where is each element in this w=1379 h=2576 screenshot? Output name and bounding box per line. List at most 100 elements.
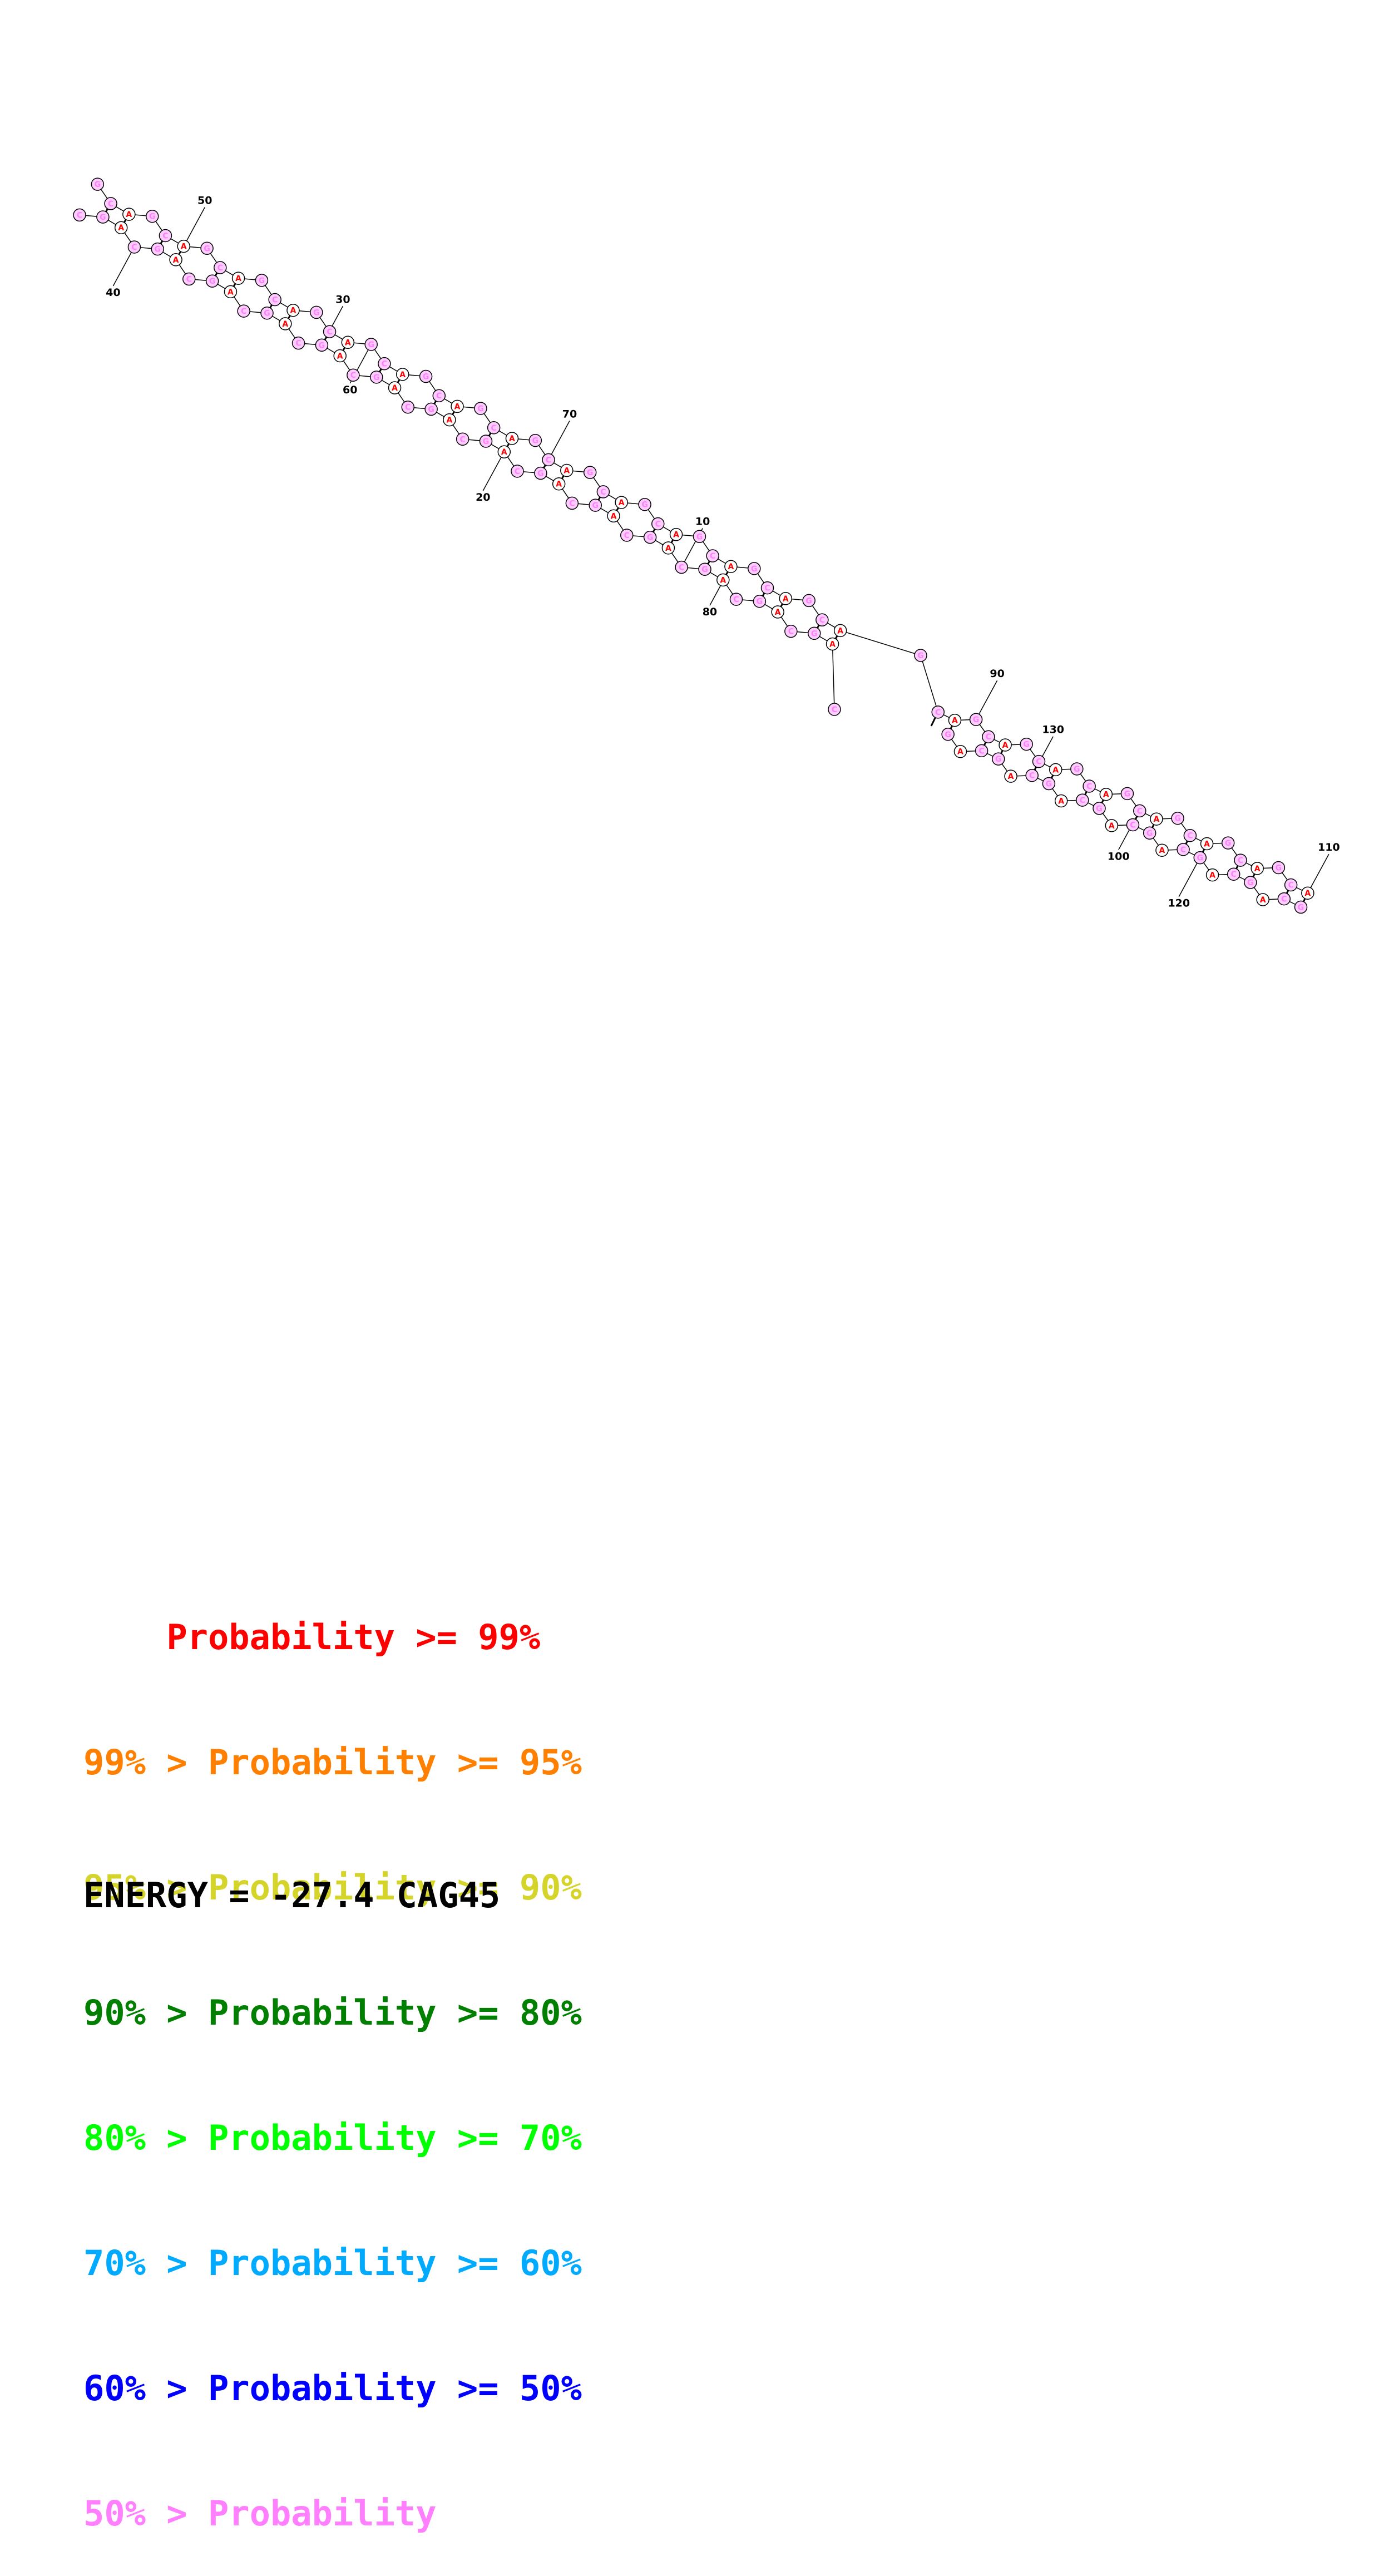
index-label: 120 <box>1168 897 1190 910</box>
index-tick <box>1307 853 1329 894</box>
nucleotide-letter: A <box>173 256 179 265</box>
nucleotide-circle <box>315 338 329 352</box>
nucleotide-circle <box>456 432 469 446</box>
nucleotide-circle <box>96 210 110 224</box>
nucleotide-circle <box>828 703 841 716</box>
nucleotide-circle <box>1256 893 1269 906</box>
nucleotide-letter: C <box>459 435 465 444</box>
index-tick <box>183 207 205 246</box>
nucleotide-circle <box>511 465 524 478</box>
nucleotide-circle <box>620 529 634 542</box>
nucleotide-letter: A <box>829 640 836 649</box>
nucleotide-letter: A <box>783 595 789 604</box>
legend-row-90: 95% > Probability >= 90% <box>83 1867 695 1908</box>
nucleotide-circle <box>182 272 196 286</box>
nucleotide-letter: C <box>515 467 520 476</box>
index-tick <box>112 246 135 287</box>
nucleotide-circle <box>1150 812 1163 826</box>
nucleotide-circle <box>807 626 821 640</box>
nucleotide-letter: A <box>454 402 461 411</box>
nucleotide-letter: G <box>696 532 703 541</box>
nucleotide-letter: G <box>1247 879 1254 887</box>
nucleotide-circle <box>1244 876 1257 889</box>
nucleotide-letter: G <box>973 715 980 724</box>
energy-footer: ENERGY = -27.4 CAG45 <box>83 1875 522 1916</box>
legend-prefix: 95% > <box>83 1867 208 1908</box>
nucleotide-letter: G <box>995 755 1002 764</box>
nucleotide-circle <box>451 399 464 413</box>
nucleotide-letter: C <box>546 456 551 465</box>
nucleotide-letter: G <box>641 501 648 510</box>
nucleotide-letter: G <box>1276 863 1282 872</box>
nucleotide-circle <box>388 381 402 394</box>
nucleotide-letter: A <box>1254 865 1261 874</box>
legend-prefix: 99% > <box>83 1742 208 1783</box>
legend-text: Probability >= 70% <box>207 2118 582 2158</box>
legend-text: Probability >= 50% <box>207 2368 582 2409</box>
nucleotide-letter: G <box>1146 829 1153 838</box>
index-label: 80 <box>703 606 717 618</box>
nucleotide-circle <box>999 738 1012 752</box>
legend-row-50: 60% > Probability >= 50% <box>83 2367 695 2409</box>
index-label: 130 <box>1042 724 1064 736</box>
nucleotide-circle <box>333 349 347 363</box>
index-tick <box>548 420 570 460</box>
nucleotide-circle <box>432 389 446 402</box>
nucleotide-letter: A <box>564 467 570 476</box>
nucleotide-circle <box>1076 793 1089 807</box>
nucleotide-circle <box>1227 867 1240 881</box>
nucleotide-circle <box>378 357 391 371</box>
nucleotide-circle <box>487 421 501 435</box>
nucleotide-circle <box>1143 826 1156 840</box>
nucleotide-letter: A <box>118 224 124 233</box>
nucleotide-letter: A <box>1260 896 1266 905</box>
nucleotide-letter: G <box>313 308 320 317</box>
nucleotide-circle <box>975 744 988 758</box>
nucleotide-letter: A <box>447 416 453 425</box>
nucleotide-letter: G <box>751 565 758 574</box>
nucleotide-circle <box>159 229 172 243</box>
nucleotide-circle <box>1083 779 1096 793</box>
nucleotide-circle <box>419 369 433 383</box>
nucleotide-circle <box>826 637 839 651</box>
nucleotide-circle <box>347 368 360 382</box>
nucleotide-letter: C <box>655 520 661 529</box>
nucleotide-circle <box>675 560 688 574</box>
legend-prefix: 90% > <box>83 1992 208 2033</box>
nucleotide-circle <box>779 592 793 605</box>
nucleotide-letter: A <box>837 626 843 635</box>
nucleotide-letter: A <box>228 288 234 297</box>
nucleotide-letter: A <box>1304 889 1311 898</box>
legend-text: Probability <box>207 2493 437 2534</box>
nucleotide-circle <box>1155 843 1169 857</box>
nucleotide-letter: A <box>337 352 343 361</box>
nucleotide-circle <box>279 317 292 330</box>
nucleotide-circle <box>534 466 547 480</box>
nucleotide-circle <box>1205 868 1219 882</box>
nucleotide-letter: A <box>1154 815 1160 824</box>
nucleotide-letter: A <box>1052 766 1059 774</box>
index-label: 40 <box>106 287 120 299</box>
legend-text: Probability >= 95% <box>207 1742 582 1783</box>
nucleotide-circle <box>145 209 159 223</box>
nucleotide-letter: C <box>710 552 715 561</box>
nucleotide-circle <box>497 445 511 458</box>
nucleotide-circle <box>969 713 983 726</box>
nucleotide-letter: A <box>1209 871 1215 880</box>
nucleotide-circle <box>651 517 665 531</box>
legend-prefix: 80% > <box>83 2118 208 2158</box>
nucleotide-circle <box>1294 900 1308 914</box>
nucleotide-circle <box>560 463 574 477</box>
nucleotide-letter: C <box>1036 758 1041 767</box>
nucleotide-circle <box>479 435 493 448</box>
nucleotide-circle <box>255 274 269 287</box>
nucleotide-letter: A <box>611 512 617 521</box>
nucleotide-letter: A <box>392 384 398 393</box>
nucleotide-letter: C <box>436 392 442 401</box>
legend-prefix <box>83 1617 166 1657</box>
nucleotide-circle <box>615 496 628 509</box>
nucleotide-letter: G <box>1046 780 1052 789</box>
nucleotide-letter: G <box>537 470 544 478</box>
nucleotide-circle <box>596 485 610 499</box>
nucleotide-circle <box>729 593 743 606</box>
